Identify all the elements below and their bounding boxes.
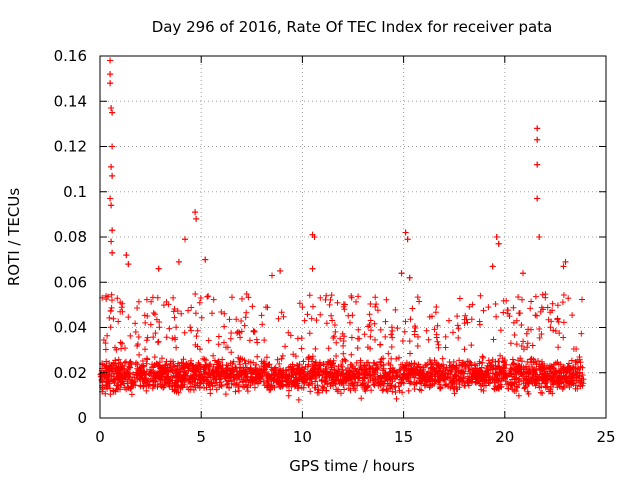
outlier-point xyxy=(109,172,116,179)
y-tick-label: 0.06 xyxy=(54,273,87,291)
outlier-point xyxy=(309,265,316,272)
outlier-point xyxy=(107,195,114,202)
outlier-point xyxy=(109,249,116,256)
outlier-point xyxy=(398,270,405,277)
outlier-point xyxy=(175,258,182,265)
y-tick-label: 0.1 xyxy=(63,183,87,201)
outlier-point xyxy=(125,261,132,268)
outlier-point xyxy=(493,234,500,240)
outlier-point xyxy=(108,163,115,170)
outlier-point xyxy=(108,238,115,245)
x-tick-label: 25 xyxy=(596,428,615,446)
outlier-point xyxy=(402,229,409,236)
y-tick-label: 0.04 xyxy=(54,319,87,337)
y-tick-label: 0.16 xyxy=(54,47,87,65)
outlier-point xyxy=(311,234,318,240)
outlier-point xyxy=(193,215,200,222)
outlier-point xyxy=(495,240,502,247)
outlier-point xyxy=(108,105,115,112)
outlier-point xyxy=(123,252,130,259)
x-tick-label: 5 xyxy=(196,428,206,446)
outlier-point xyxy=(536,234,543,240)
outlier-point xyxy=(562,258,569,265)
tick-labels: 0 5 10 15 20 25 0 0.02 0.04 0.06 0.08 0.1 0.12 0.14 0.… xyxy=(54,47,616,446)
outlier-point xyxy=(406,274,413,281)
y-tick-label: 0.08 xyxy=(54,228,87,246)
outlier-point xyxy=(404,236,411,243)
outlier-point xyxy=(107,71,114,78)
y-tick-label: 0 xyxy=(77,409,87,427)
outlier-point xyxy=(108,202,115,209)
x-tick-label: 10 xyxy=(293,428,312,446)
y-tick-label: 0.12 xyxy=(54,138,87,156)
x-tick-label: 15 xyxy=(394,428,413,446)
outlier-point xyxy=(107,57,114,64)
outlier-point xyxy=(155,265,162,272)
y-axis-label: ROTI / TECUs xyxy=(5,188,23,286)
data-points xyxy=(97,57,587,403)
y-tick-label: 0.14 xyxy=(54,92,87,110)
chart-title: Day 296 of 2016, Rate Of TEC Index for r… xyxy=(152,18,553,36)
outlier-point xyxy=(202,256,209,263)
outlier-point xyxy=(520,270,527,277)
outlier-point xyxy=(109,109,116,116)
outlier-point xyxy=(534,195,541,202)
outlier-point xyxy=(534,125,541,132)
outlier-point xyxy=(534,161,541,168)
outlier-point xyxy=(109,227,116,234)
outlier-point xyxy=(277,267,284,274)
roti-markers xyxy=(97,57,587,403)
outlier-point xyxy=(192,209,199,216)
outlier-point xyxy=(534,136,541,143)
axis-ticks xyxy=(99,55,607,419)
x-tick-label: 20 xyxy=(495,428,514,446)
outlier-point xyxy=(182,236,189,243)
outlier-point xyxy=(109,143,116,150)
outlier-point xyxy=(107,80,114,87)
x-tick-label: 0 xyxy=(95,428,105,446)
outlier-point xyxy=(489,263,496,270)
y-tick-label: 0.02 xyxy=(54,364,87,382)
outlier-point xyxy=(560,263,567,270)
x-axis-label: GPS time / hours xyxy=(289,457,415,475)
outlier-point xyxy=(269,272,276,279)
